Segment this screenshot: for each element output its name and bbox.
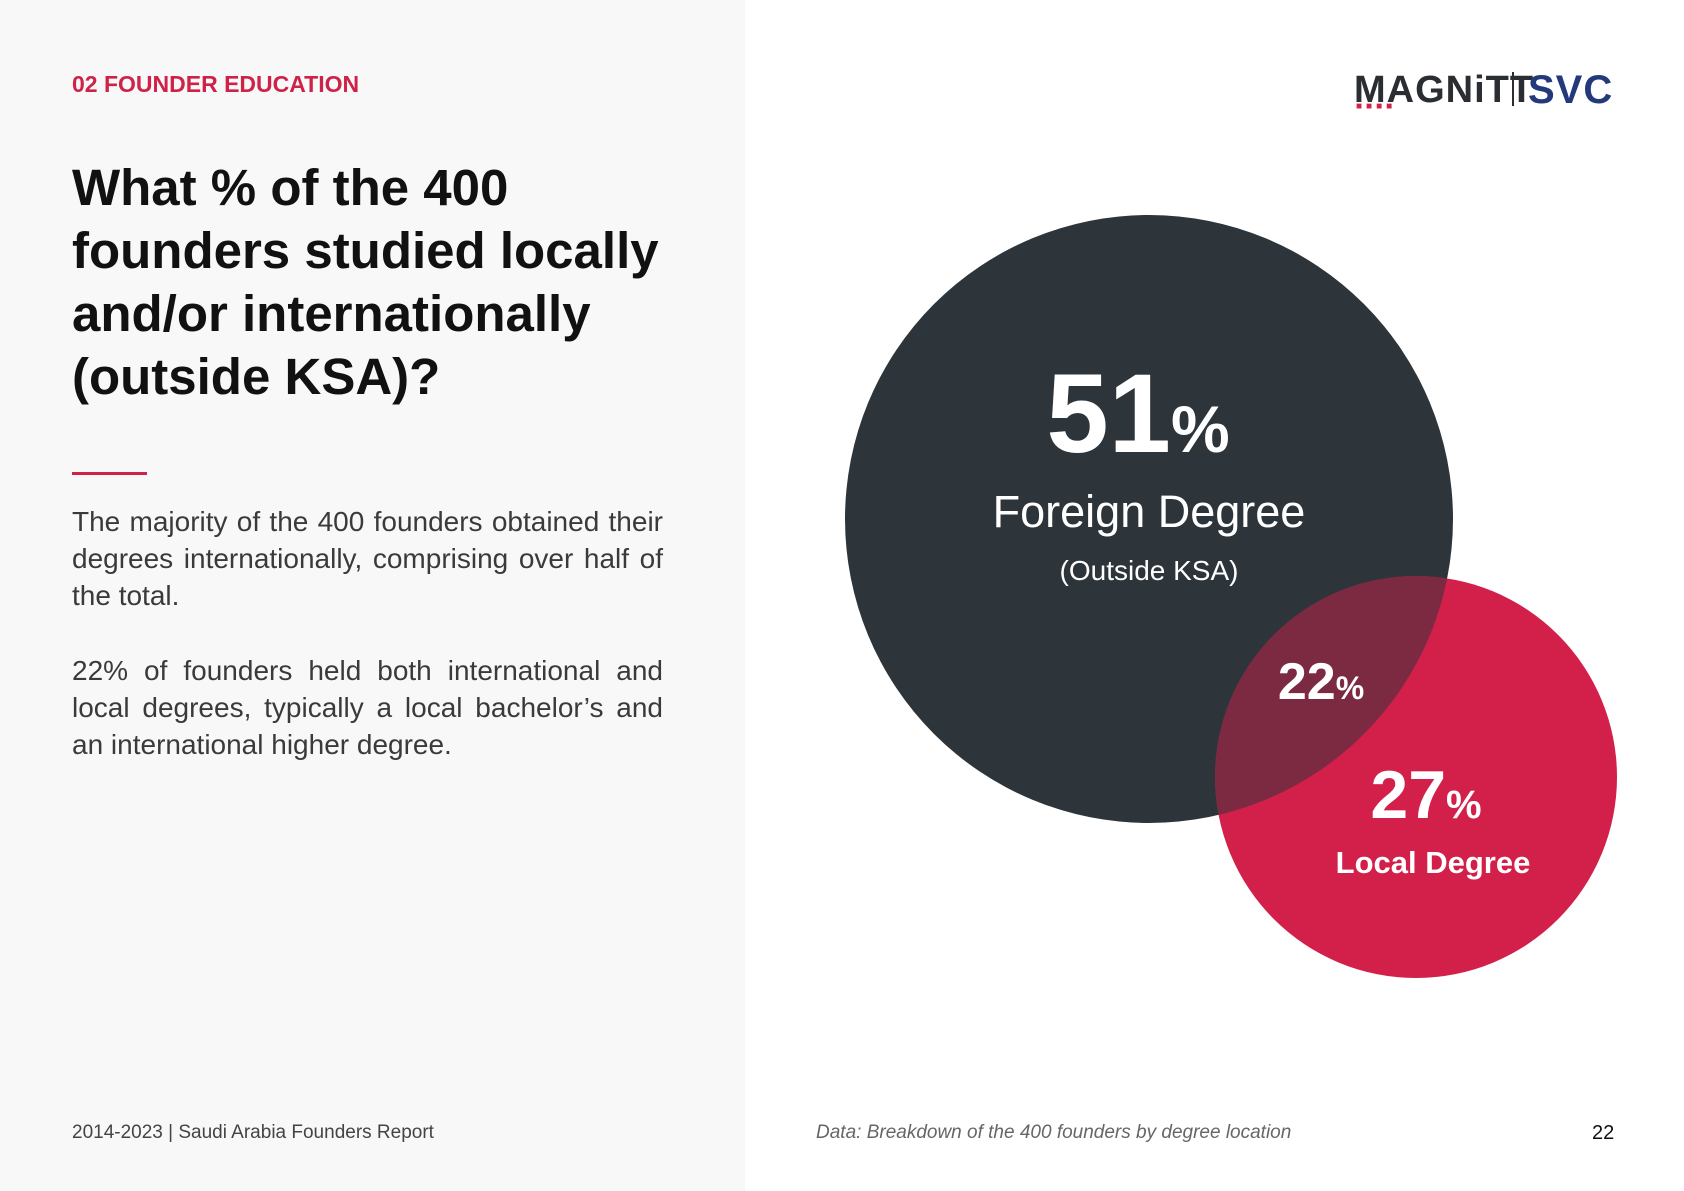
divider bbox=[72, 472, 147, 475]
logo-separator bbox=[1512, 72, 1514, 106]
section-label: 02 FOUNDER EDUCATION bbox=[72, 71, 360, 97]
overlap-percent-label: 22% bbox=[1278, 653, 1364, 711]
local-percent-label: 27% bbox=[1370, 757, 1481, 833]
paragraph-majority: The majority of the 400 founders obtaine… bbox=[72, 506, 663, 611]
foreign-degree-sublabel: (Outside KSA) bbox=[1060, 555, 1239, 586]
overlap-region bbox=[1215, 576, 1453, 823]
magnitt-logo: MAGNiTT bbox=[1354, 68, 1535, 111]
svc-logo: SVC bbox=[1528, 67, 1614, 112]
page-title: What % of the 400 founders studied local… bbox=[72, 159, 659, 405]
data-source-note: Data: Breakdown of the 400 founders by d… bbox=[816, 1122, 1292, 1143]
paragraph-both-degrees: 22% of founders held both international … bbox=[72, 655, 663, 760]
local-degree-label: Local Degree bbox=[1336, 845, 1531, 880]
overlap-percent-unit: % bbox=[1336, 670, 1364, 706]
page-number: 22 bbox=[1592, 1122, 1615, 1144]
left-panel bbox=[0, 0, 745, 1191]
local-percent-value: 27 bbox=[1370, 757, 1446, 833]
foreign-percent-unit: % bbox=[1171, 392, 1230, 466]
magnitt-logo-dots: ■■■■ bbox=[1356, 101, 1397, 112]
foreign-percent-label: 51% bbox=[1046, 351, 1229, 476]
local-percent-unit: % bbox=[1446, 783, 1482, 827]
report-footer: 2014-2023 | Saudi Arabia Founders Report bbox=[72, 1122, 434, 1143]
overlap-percent-value: 22 bbox=[1278, 653, 1336, 711]
foreign-percent-value: 51 bbox=[1046, 351, 1171, 476]
foreign-degree-label: Foreign Degree bbox=[993, 486, 1306, 537]
